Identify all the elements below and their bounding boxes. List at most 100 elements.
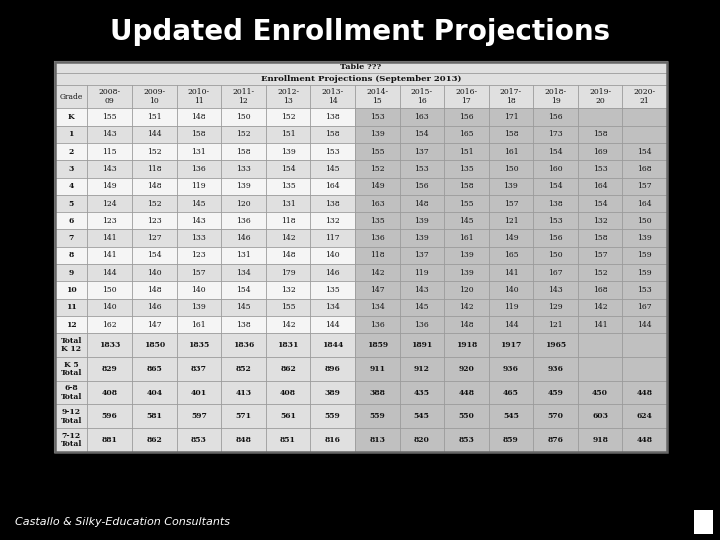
Bar xyxy=(266,299,310,316)
Bar xyxy=(55,404,87,428)
Text: 154: 154 xyxy=(236,286,251,294)
Bar xyxy=(444,316,489,333)
Bar xyxy=(55,212,87,230)
Bar xyxy=(87,230,132,247)
Bar xyxy=(400,381,444,404)
Bar xyxy=(534,85,578,109)
Bar xyxy=(221,126,266,143)
Text: 570: 570 xyxy=(547,413,564,420)
Text: 132: 132 xyxy=(281,286,295,294)
Text: 168: 168 xyxy=(637,165,652,173)
Text: 151: 151 xyxy=(281,130,295,138)
Bar xyxy=(400,428,444,452)
Bar xyxy=(400,264,444,281)
Bar xyxy=(355,333,400,357)
Text: 837: 837 xyxy=(191,365,207,373)
Bar xyxy=(622,316,667,333)
Text: 816: 816 xyxy=(325,436,341,444)
Bar xyxy=(266,212,310,230)
Bar xyxy=(622,281,667,299)
Bar xyxy=(176,109,221,126)
Bar xyxy=(87,264,132,281)
Bar xyxy=(310,264,355,281)
Text: 155: 155 xyxy=(370,147,384,156)
Bar xyxy=(534,85,578,109)
Bar xyxy=(355,178,400,195)
Text: 1: 1 xyxy=(68,130,74,138)
Text: 157: 157 xyxy=(192,269,206,276)
Text: 158: 158 xyxy=(504,130,518,138)
Text: 862: 862 xyxy=(280,365,296,373)
Bar xyxy=(87,212,132,230)
Bar xyxy=(489,299,534,316)
Bar xyxy=(87,316,132,333)
Bar xyxy=(55,212,87,230)
Text: 2018-
19: 2018- 19 xyxy=(544,88,567,105)
Bar xyxy=(221,299,266,316)
Bar xyxy=(489,160,534,178)
Bar xyxy=(578,143,622,160)
Text: 2014-
15: 2014- 15 xyxy=(366,88,388,105)
Bar xyxy=(55,126,87,143)
Bar xyxy=(489,333,534,357)
Text: 144: 144 xyxy=(637,321,652,328)
Bar xyxy=(176,160,221,178)
Bar xyxy=(266,404,310,428)
Text: 164: 164 xyxy=(637,199,652,207)
Text: 448: 448 xyxy=(636,389,653,396)
Bar xyxy=(55,109,87,126)
Text: 7: 7 xyxy=(68,234,74,242)
Bar xyxy=(55,404,87,428)
Bar xyxy=(132,381,176,404)
Text: 146: 146 xyxy=(236,234,251,242)
Bar xyxy=(489,247,534,264)
Bar xyxy=(55,357,87,381)
Text: 120: 120 xyxy=(459,286,474,294)
Bar xyxy=(310,212,355,230)
Bar xyxy=(400,299,444,316)
Text: 164: 164 xyxy=(325,182,340,190)
Bar xyxy=(132,281,176,299)
Bar xyxy=(578,195,622,212)
Bar xyxy=(310,109,355,126)
Bar xyxy=(355,85,400,109)
Bar xyxy=(534,281,578,299)
Bar xyxy=(266,160,310,178)
Text: 156: 156 xyxy=(415,182,429,190)
Text: 158: 158 xyxy=(593,130,608,138)
Bar xyxy=(534,109,578,126)
Bar xyxy=(444,333,489,357)
Text: 171: 171 xyxy=(504,113,518,121)
Text: 2016-
17: 2016- 17 xyxy=(455,88,477,105)
Bar xyxy=(55,195,87,212)
Bar xyxy=(355,212,400,230)
Bar xyxy=(310,316,355,333)
Bar xyxy=(221,381,266,404)
Bar xyxy=(87,126,132,143)
Bar xyxy=(400,299,444,316)
Bar xyxy=(266,109,310,126)
Bar xyxy=(355,143,400,160)
Bar xyxy=(489,109,534,126)
Bar xyxy=(132,357,176,381)
Bar xyxy=(534,357,578,381)
Bar xyxy=(221,299,266,316)
Bar xyxy=(266,316,310,333)
Text: K: K xyxy=(68,113,75,121)
Text: 165: 165 xyxy=(459,130,474,138)
Text: 918: 918 xyxy=(592,436,608,444)
Bar xyxy=(176,247,221,264)
Bar xyxy=(87,109,132,126)
Text: 1859: 1859 xyxy=(366,341,388,349)
Bar xyxy=(355,316,400,333)
Text: 150: 150 xyxy=(548,252,563,259)
Bar xyxy=(534,428,578,452)
Bar xyxy=(444,126,489,143)
Bar xyxy=(176,178,221,195)
Text: 862: 862 xyxy=(146,436,162,444)
Bar xyxy=(132,230,176,247)
Text: 848: 848 xyxy=(235,436,251,444)
Bar xyxy=(534,109,578,126)
Text: 859: 859 xyxy=(503,436,519,444)
Bar xyxy=(266,333,310,357)
